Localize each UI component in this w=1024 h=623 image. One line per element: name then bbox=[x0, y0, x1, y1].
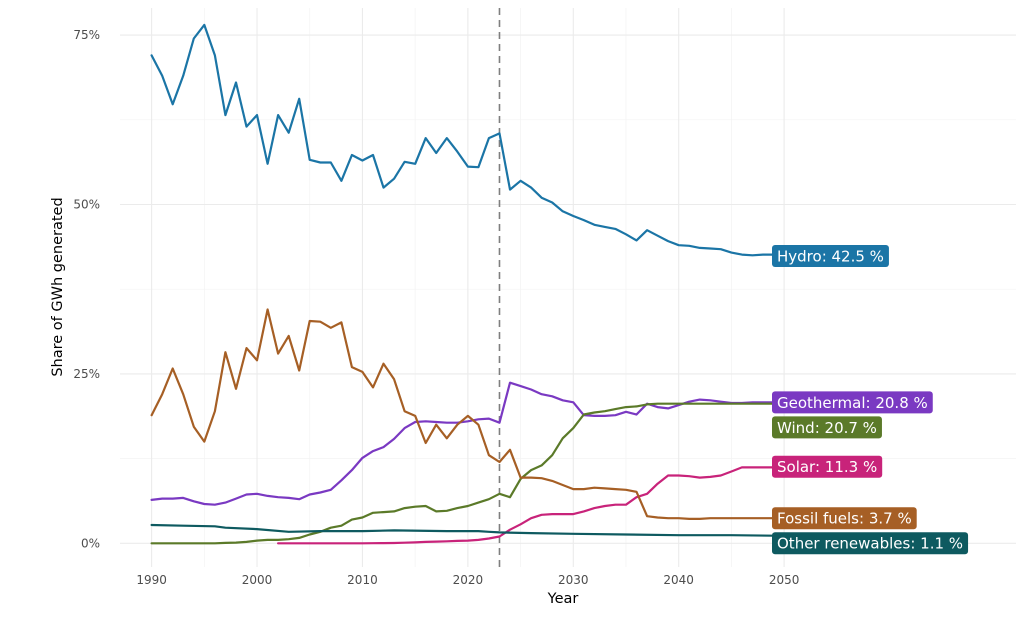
series-label-hydro: Hydro: 42.5 % bbox=[772, 244, 889, 267]
series-label-box bbox=[772, 244, 889, 267]
series-label-box bbox=[772, 416, 882, 439]
series-line-solar bbox=[277, 465, 786, 545]
y-tick-label: 50% bbox=[73, 197, 100, 211]
series-label-box bbox=[772, 455, 883, 478]
y-tick-label: 0% bbox=[81, 536, 100, 550]
series-line-fossil-fuels bbox=[150, 308, 786, 521]
y-tick-label: 75% bbox=[73, 28, 100, 42]
y-tick-label: 25% bbox=[73, 367, 100, 381]
series-label-text: Geothermal: 20.8 % bbox=[777, 394, 928, 412]
x-tick-label: 2030 bbox=[558, 573, 589, 587]
y-axis-title: Share of GWh generated bbox=[50, 197, 66, 376]
x-tick-label: 2050 bbox=[769, 573, 800, 587]
series-label-box bbox=[772, 391, 933, 414]
series-label-other-renewables: Other renewables: 1.1 % bbox=[772, 532, 969, 555]
x-tick-label: 2040 bbox=[663, 573, 694, 587]
series-lines bbox=[150, 23, 786, 545]
series-label-box bbox=[772, 532, 969, 555]
series-label-text: Fossil fuels: 3.7 % bbox=[777, 510, 912, 528]
series-line-hydro bbox=[150, 23, 786, 258]
x-tick-label: 1990 bbox=[136, 573, 167, 587]
series-label-solar: Solar: 11.3 % bbox=[772, 455, 883, 478]
series-label-text: Hydro: 42.5 % bbox=[777, 247, 884, 265]
x-tick-label: 2020 bbox=[453, 573, 484, 587]
series-label-text: Wind: 20.7 % bbox=[777, 419, 877, 437]
x-tick-label: 2010 bbox=[347, 573, 378, 587]
series-label-box bbox=[772, 507, 917, 530]
series-label-text: Other renewables: 1.1 % bbox=[777, 535, 963, 553]
series-labels: Hydro: 42.5 % Geothermal: 20.8 % Wind: 20.… bbox=[772, 244, 969, 555]
grid bbox=[120, 8, 1016, 567]
y-axis-ticks: 0% 25% 50% 75% bbox=[73, 28, 100, 550]
x-axis-title: Year bbox=[547, 591, 579, 607]
series-line-other-renewables bbox=[150, 523, 786, 537]
series-label-geothermal: Geothermal: 20.8 % bbox=[772, 391, 933, 414]
x-axis-ticks: 1990 2000 2010 2020 2030 2040 2050 bbox=[136, 573, 799, 587]
series-label-text: Solar: 11.3 % bbox=[777, 458, 877, 476]
series-line-geothermal bbox=[150, 381, 786, 506]
x-tick-label: 2000 bbox=[242, 573, 273, 587]
series-line-wind bbox=[150, 401, 786, 545]
series-label-fossil-fuels: Fossil fuels: 3.7 % bbox=[772, 507, 917, 530]
series-label-wind: Wind: 20.7 % bbox=[772, 416, 882, 439]
